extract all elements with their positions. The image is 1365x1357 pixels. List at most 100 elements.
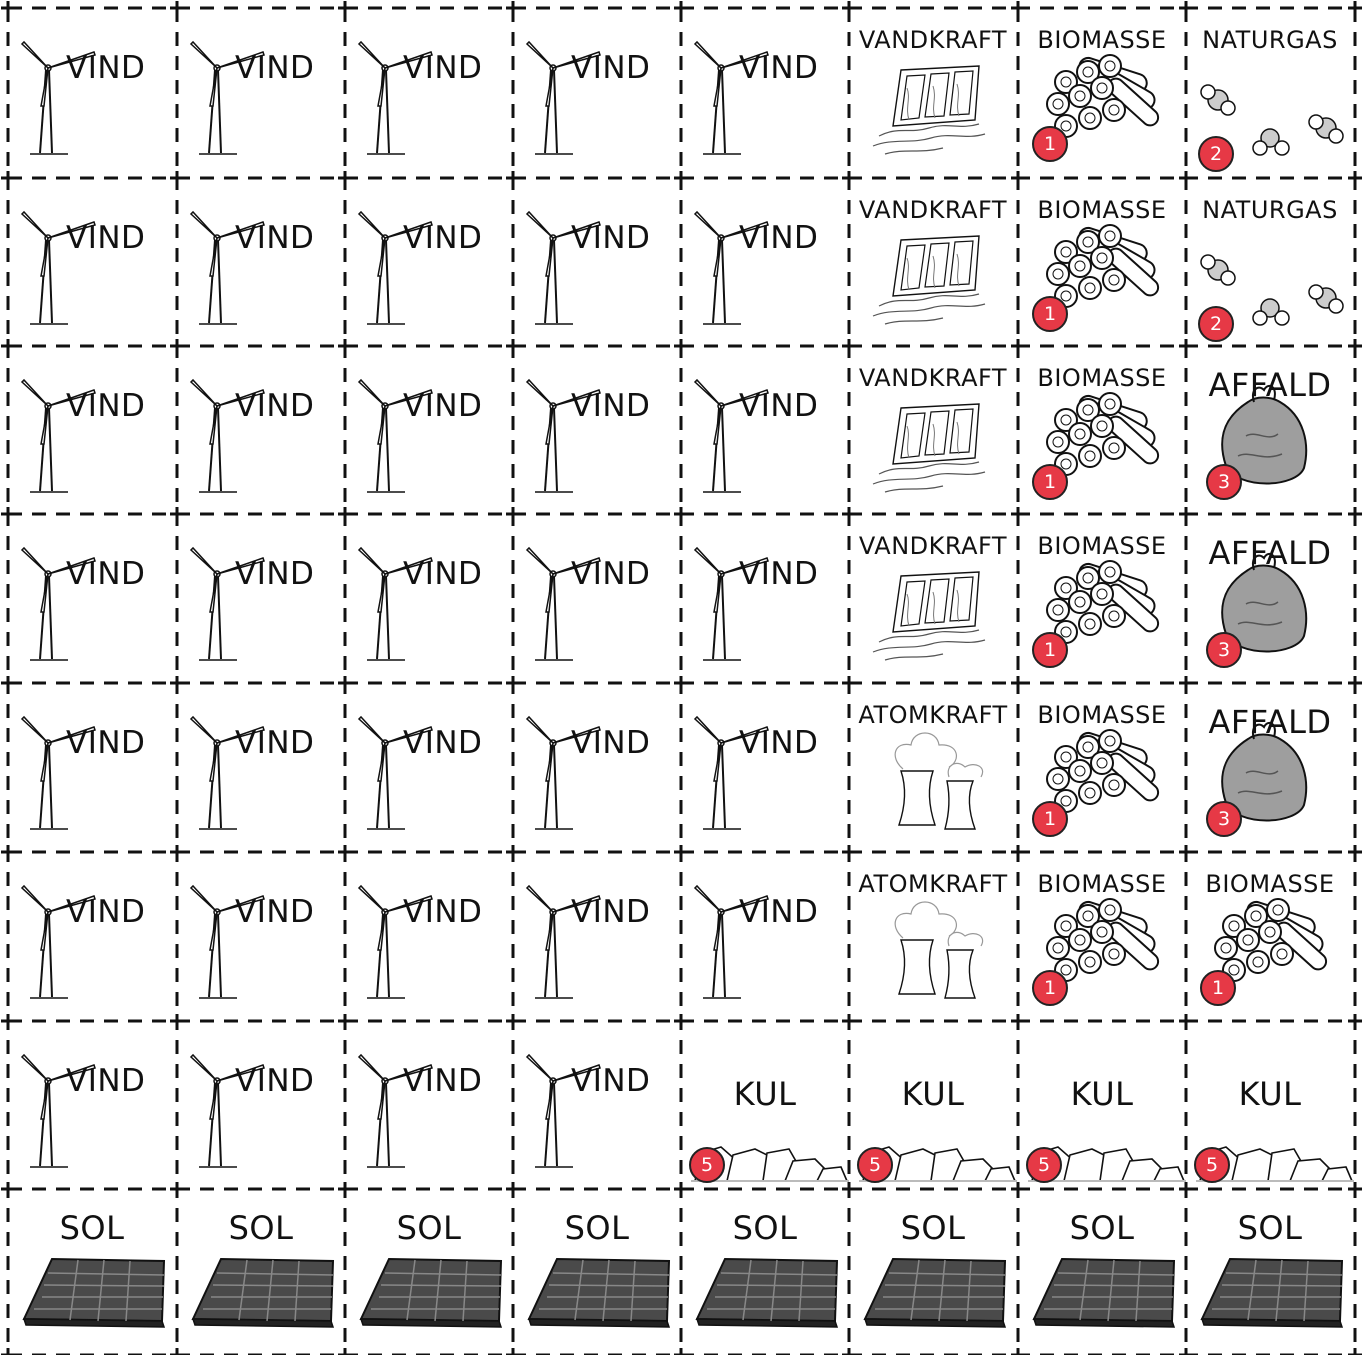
solar-panel-icon	[22, 1257, 166, 1328]
cut-cross-mark	[1348, 507, 1362, 521]
card-hydro: VANDKRAFT	[849, 8, 1017, 176]
cut-cross-mark	[506, 339, 520, 353]
cut-cross-mark	[1011, 676, 1025, 690]
cut-cross-mark	[506, 507, 520, 521]
cut-cross-mark	[1348, 1348, 1362, 1355]
cut-cross-mark	[674, 507, 688, 521]
cut-cross-mark	[170, 676, 184, 690]
cost-badge: 2	[1198, 136, 1234, 172]
card-label: SOL	[732, 1209, 798, 1247]
log-pile-icon	[1214, 898, 1328, 982]
trash-bag-icon	[1221, 552, 1308, 653]
cut-cross-mark	[506, 676, 520, 690]
card-wind: VIND	[345, 683, 513, 851]
card-label: ATOMKRAFT	[858, 701, 1008, 729]
cut-cross-mark	[338, 507, 352, 521]
cut-cross-mark	[338, 1182, 352, 1196]
card-coal: KUL 5	[1018, 1021, 1186, 1189]
cut-cross-mark	[1011, 1, 1025, 15]
cut-cross-mark	[1, 339, 15, 353]
card-wind: VIND	[8, 8, 176, 176]
card-wind: VIND	[8, 514, 176, 682]
cut-cross-mark	[1, 1182, 15, 1196]
cut-cross-mark	[338, 171, 352, 185]
cut-cross-mark	[1, 1348, 15, 1355]
cut-cross-mark	[506, 845, 520, 859]
card-label: KUL	[1070, 1075, 1134, 1113]
card-label: ATOMKRAFT	[858, 870, 1008, 898]
wind-turbine-icon	[20, 884, 96, 999]
card-wind: VIND	[345, 8, 513, 176]
wind-turbine-icon	[525, 546, 601, 661]
cut-cross-mark	[842, 845, 856, 859]
cut-cross-mark	[338, 339, 352, 353]
cut-cross-mark	[842, 1348, 856, 1355]
card-label: VIND	[235, 1063, 315, 1099]
wind-turbine-icon	[20, 378, 96, 493]
wind-turbine-icon	[525, 210, 601, 325]
cut-cross-mark	[674, 845, 688, 859]
card-label: VIND	[66, 556, 146, 592]
card-biomass: BIOMASSE 1	[1018, 178, 1186, 346]
solar-panel-icon	[191, 1257, 335, 1328]
cut-cross-mark	[1011, 1182, 1025, 1196]
cut-cross-mark	[842, 1182, 856, 1196]
card-label: VIND	[66, 725, 146, 761]
cut-cross-mark	[1179, 1348, 1193, 1355]
cooling-tower-icon	[894, 732, 984, 830]
cut-cross-mark	[506, 1348, 520, 1355]
cut-cross-mark	[1348, 845, 1362, 859]
cut-cross-mark	[338, 676, 352, 690]
dam-icon	[872, 65, 986, 155]
solar-panel-icon	[1032, 1257, 1176, 1328]
card-label: VIND	[571, 556, 651, 592]
card-gas: NATURGAS 2	[1186, 178, 1354, 346]
wind-turbine-icon	[357, 40, 433, 155]
wind-turbine-icon	[693, 378, 769, 493]
wind-turbine-icon	[189, 884, 265, 999]
card-wind: VIND	[681, 683, 849, 851]
card-wind: VIND	[8, 1021, 176, 1189]
cut-cross-mark	[674, 1348, 688, 1355]
cut-cross-mark	[842, 339, 856, 353]
card-label: SOL	[396, 1209, 462, 1247]
cost-badge: 3	[1206, 801, 1242, 837]
wind-turbine-icon	[525, 378, 601, 493]
cost-badge: 3	[1206, 464, 1242, 500]
card-label: VANDKRAFT	[858, 196, 1008, 224]
card-label: SOL	[228, 1209, 294, 1247]
wind-turbine-icon	[357, 546, 433, 661]
card-label: AFFALD	[1208, 366, 1332, 404]
cut-cross-mark	[338, 1, 352, 15]
card-waste: AFFALD 3	[1186, 346, 1354, 514]
cost-badge: 5	[1194, 1147, 1230, 1183]
cut-cross-mark	[170, 339, 184, 353]
trash-bag-icon	[1221, 721, 1308, 822]
cut-cross-mark	[506, 1, 520, 15]
card-label: BIOMASSE	[1037, 532, 1167, 560]
wind-turbine-icon	[357, 1053, 433, 1168]
wind-turbine-icon	[20, 40, 96, 155]
card-label: VIND	[739, 725, 819, 761]
log-pile-icon	[1046, 392, 1160, 476]
card-wind: VIND	[681, 852, 849, 1020]
cut-cross-mark	[1, 171, 15, 185]
wind-turbine-icon	[357, 715, 433, 830]
cut-cross-mark	[1348, 1182, 1362, 1196]
cost-badge: 1	[1200, 970, 1236, 1006]
cut-cross-mark	[842, 507, 856, 521]
cost-badge: 1	[1032, 296, 1068, 332]
log-pile-icon	[1046, 560, 1160, 644]
card-label: VANDKRAFT	[858, 532, 1008, 560]
cost-badge: 1	[1032, 126, 1068, 162]
card-wind: VIND	[681, 514, 849, 682]
cut-cross-mark	[1348, 1014, 1362, 1028]
card-wind: VIND	[513, 852, 681, 1020]
card-wind: VIND	[177, 1021, 345, 1189]
solar-panel-icon	[359, 1257, 503, 1328]
cut-cross-mark	[170, 1348, 184, 1355]
cost-badge: 1	[1032, 970, 1068, 1006]
card-label: VIND	[403, 388, 483, 424]
card-coal: KUL 5	[1186, 1021, 1354, 1189]
cut-cross-mark	[1348, 1, 1362, 15]
